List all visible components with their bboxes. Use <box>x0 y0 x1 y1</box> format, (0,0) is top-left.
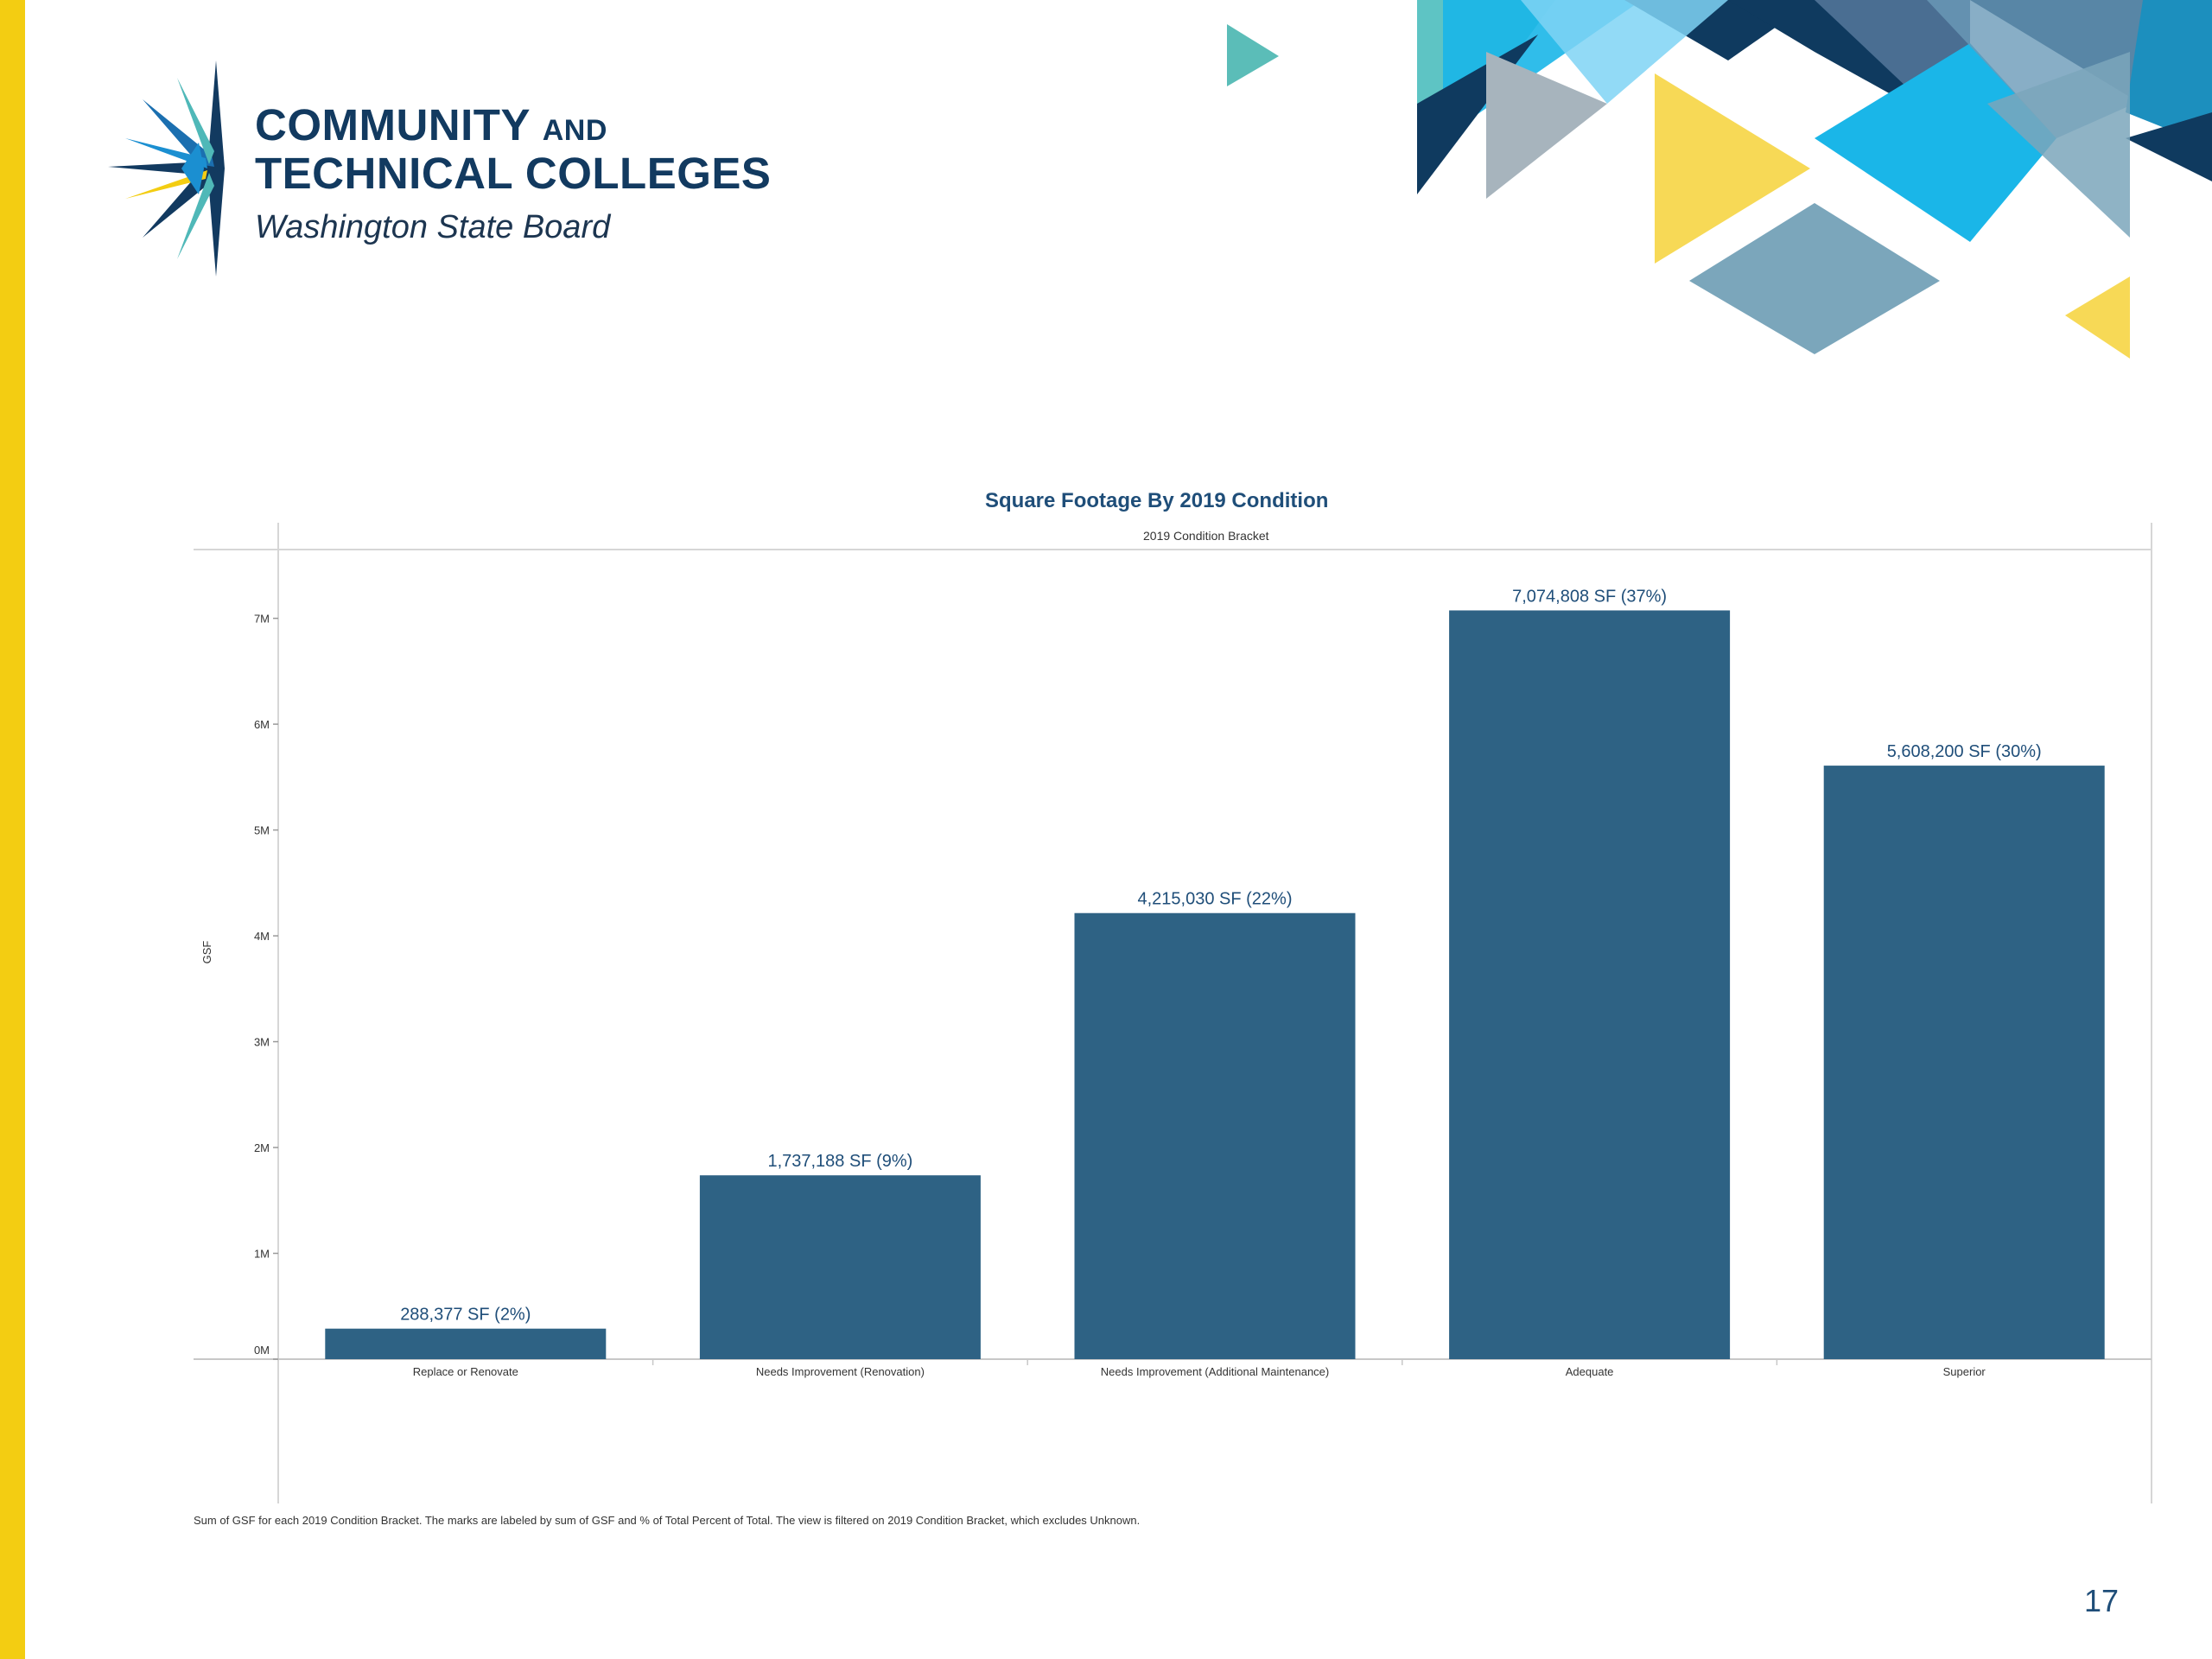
x-tick-label: Replace or Renovate <box>413 1365 518 1378</box>
chart-footnote: Sum of GSF for each 2019 Condition Brack… <box>194 1514 1141 1527</box>
x-axis-tick-labels: Replace or Renovate Needs Improvement (Re… <box>413 1359 1986 1378</box>
bar-data-label: 4,215,030 SF (22%) <box>1138 890 1293 909</box>
y-tick-label: 0M <box>254 1344 270 1357</box>
bar-data-labels: 288,377 SF (2%) 1,737,188 SF (9%) 4,215,03… <box>400 587 2042 1324</box>
bar-data-label: 288,377 SF (2%) <box>400 1306 531 1325</box>
y-tick-label: 1M <box>254 1248 270 1261</box>
bar[interactable] <box>1449 610 1731 1359</box>
bar[interactable] <box>325 1328 607 1359</box>
y-tick-label: 4M <box>254 930 270 943</box>
bar-data-label: 7,074,808 SF (37%) <box>1512 587 1667 606</box>
y-tick-label: 2M <box>254 1141 270 1154</box>
bar[interactable] <box>1823 766 2105 1359</box>
y-axis-label: GSF <box>200 941 213 964</box>
bar-data-label: 5,608,200 SF (30%) <box>1887 742 2042 761</box>
y-tick-label: 6M <box>254 718 270 731</box>
bar-series <box>325 610 2105 1359</box>
y-tick-label: 7M <box>254 613 270 626</box>
x-tick-label: Adequate <box>1566 1365 1614 1378</box>
chart-subtitle: 2019 Condition Bracket <box>1143 529 1269 543</box>
page-number: 17 <box>2084 1583 2120 1618</box>
y-tick-label: 3M <box>254 1036 270 1049</box>
logo-and: AND <box>542 114 607 147</box>
y-axis-ticks: 0M 1M 2M 3M 4M 5M 6M 7M <box>254 613 278 1360</box>
chart-title: Square Footage By 2019 Condition <box>985 489 1329 512</box>
decorative-triangles <box>1227 0 2212 359</box>
x-tick-label: Needs Improvement (Renovation) <box>756 1365 925 1378</box>
compass-star-icon <box>108 60 225 276</box>
accent-side-bar <box>0 0 25 1659</box>
x-tick-label: Superior <box>1943 1365 1986 1378</box>
logo-line3: Washington State Board <box>255 209 611 245</box>
logo-line2: TECHNICAL COLLEGES <box>255 149 772 198</box>
bar[interactable] <box>1074 912 1356 1359</box>
x-tick-label: Needs Improvement (Additional Maintenanc… <box>1101 1365 1329 1378</box>
logo-line1: COMMUNITY <box>255 100 531 149</box>
logo-wordmark: COMMUNITY AND TECHNICAL COLLEGES Washing… <box>255 103 772 246</box>
bar[interactable] <box>699 1175 981 1359</box>
bar-data-label: 1,737,188 SF (9%) <box>767 1152 912 1171</box>
y-tick-label: 5M <box>254 824 270 837</box>
